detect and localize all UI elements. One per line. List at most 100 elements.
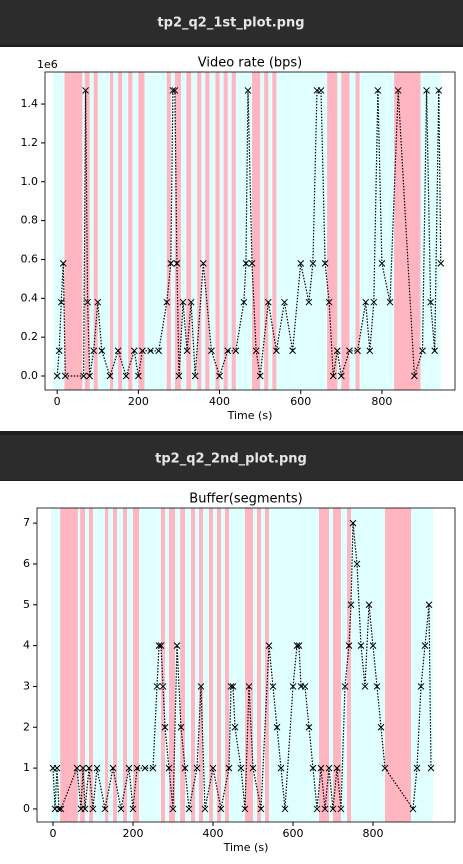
shaded-span xyxy=(231,72,236,390)
point-marker xyxy=(85,764,93,772)
point-marker xyxy=(421,642,429,649)
point-marker xyxy=(159,683,167,690)
point-marker xyxy=(435,87,443,94)
header-bar xyxy=(0,435,463,480)
point-marker xyxy=(325,764,333,772)
point-marker xyxy=(289,683,297,690)
point-marker xyxy=(423,87,430,94)
y-tick-label: 5 xyxy=(23,598,30,611)
shaded-span xyxy=(272,72,277,390)
shaded-span xyxy=(138,72,145,390)
point-marker xyxy=(347,601,355,609)
point-marker xyxy=(191,372,199,380)
point-marker xyxy=(155,347,163,355)
x-tick-label: 200 xyxy=(128,395,149,408)
point-marker xyxy=(183,347,191,355)
point-marker xyxy=(125,764,133,772)
point-marker xyxy=(197,683,205,690)
point-marker xyxy=(411,372,418,380)
axes-frame xyxy=(36,507,456,823)
point-marker xyxy=(90,347,98,355)
series-line xyxy=(56,89,442,378)
point-marker xyxy=(341,683,349,690)
shaded-span xyxy=(93,72,98,390)
point-marker xyxy=(80,372,87,380)
shaded-span xyxy=(225,508,229,822)
point-marker xyxy=(193,764,201,772)
shaded-span xyxy=(197,72,202,390)
y-tick-label: 3 xyxy=(23,679,30,692)
shaded-span xyxy=(109,72,114,390)
point-marker xyxy=(317,87,325,94)
shaded-span xyxy=(341,72,350,390)
point-marker xyxy=(437,259,445,267)
point-marker xyxy=(209,764,217,772)
shaded-span xyxy=(123,508,127,822)
point-marker xyxy=(281,298,288,306)
point-marker xyxy=(81,805,89,813)
shaded-span xyxy=(394,72,421,390)
point-marker xyxy=(373,683,381,690)
point-marker xyxy=(165,764,173,772)
shaded-span xyxy=(174,72,181,390)
point-marker xyxy=(173,642,181,649)
point-marker xyxy=(241,805,249,813)
plot: 0 200 400 600 800 0.0 0.2 0.4 0.6 0.8 1.0 1.2 1.4 Vid… xyxy=(21,56,456,422)
point-marker xyxy=(237,764,245,772)
point-marker xyxy=(93,764,101,772)
shaded-span xyxy=(60,508,78,822)
point-marker xyxy=(55,805,63,813)
shaded-span xyxy=(64,72,83,390)
y-tick-label: 0 xyxy=(23,802,30,815)
x-tick-label: 200 xyxy=(123,827,144,840)
y-tick-label: 1.2 xyxy=(21,136,39,149)
shaded-span xyxy=(209,508,213,822)
point-marker xyxy=(333,764,341,772)
y-tick-label: 1 xyxy=(23,761,30,774)
shaded-span xyxy=(53,72,441,390)
x-tick-label: 0 xyxy=(50,827,57,840)
shaded-span xyxy=(252,72,261,390)
point-marker xyxy=(149,764,157,772)
y-tick-label: 0.2 xyxy=(21,330,39,343)
point-marker xyxy=(133,764,141,772)
point-marker xyxy=(249,764,257,772)
point-marker xyxy=(89,805,97,813)
plot: 0 200 400 600 800 0 1 2 3 4 5 6 7 Buffer(segments) Tim… xyxy=(23,492,456,854)
point-marker xyxy=(256,372,264,380)
header-bar xyxy=(0,0,463,45)
point-marker xyxy=(377,723,385,731)
shaded-span xyxy=(264,72,269,390)
point-marker xyxy=(365,601,373,609)
point-marker xyxy=(394,87,402,94)
shaded-span xyxy=(166,72,171,390)
shaded-span xyxy=(223,72,228,390)
point-marker xyxy=(161,723,169,731)
point-marker xyxy=(82,87,89,94)
point-marker xyxy=(269,683,277,690)
series-line xyxy=(52,523,432,811)
point-marker xyxy=(153,683,161,690)
point-marker xyxy=(281,805,289,813)
y-tick-label: 0.6 xyxy=(21,252,39,265)
point-marker xyxy=(147,347,154,355)
point-marker xyxy=(181,764,189,772)
point-marker xyxy=(264,298,272,306)
shaded-span xyxy=(333,508,341,822)
shaded-span xyxy=(105,508,109,822)
shaded-span xyxy=(128,72,133,390)
point-marker xyxy=(169,805,177,813)
point-marker xyxy=(79,764,87,772)
x-tick-label: 400 xyxy=(203,827,224,840)
point-marker xyxy=(333,347,341,355)
point-marker xyxy=(305,298,313,306)
point-marker xyxy=(242,259,250,267)
point-marker xyxy=(245,683,253,690)
point-marker xyxy=(155,642,163,649)
point-marker xyxy=(84,298,91,306)
plot-area xyxy=(49,508,435,822)
point-marker xyxy=(201,805,209,813)
point-marker xyxy=(257,805,265,813)
point-marker xyxy=(217,805,225,813)
